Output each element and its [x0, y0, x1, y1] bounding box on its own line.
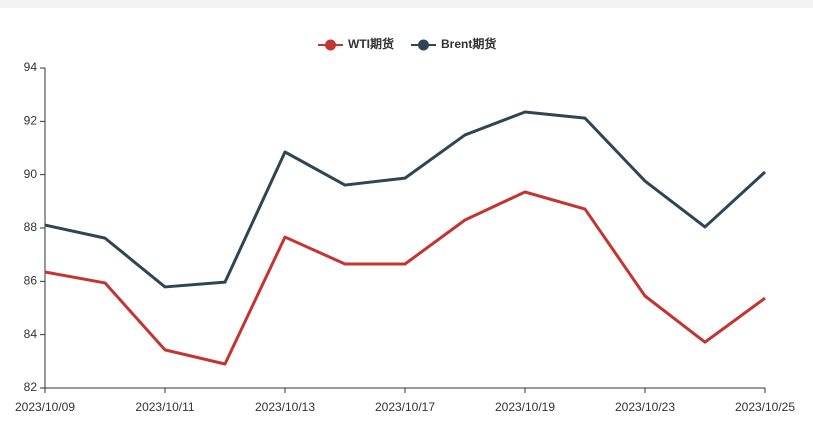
x-tick-label: 2023/10/13 [255, 400, 315, 414]
series-line [44, 110, 767, 289]
y-tick-label: 84 [24, 327, 38, 341]
y-tick-label: 90 [24, 167, 38, 181]
x-tick-label: 2023/10/19 [495, 400, 555, 414]
top-strip [0, 0, 813, 8]
y-tick-label: 86 [24, 274, 38, 288]
y-tick-label: 88 [24, 220, 38, 234]
x-tick-label: 2023/10/17 [375, 400, 435, 414]
x-tick-label: 2023/10/11 [135, 400, 194, 414]
y-tick-label: 94 [24, 60, 38, 74]
y-tick-label: 82 [24, 380, 38, 394]
legend-marker [418, 39, 429, 51]
x-tick-label: 2023/10/25 [735, 400, 795, 414]
x-tick-label: 2023/10/09 [15, 400, 75, 414]
series-line [44, 190, 766, 366]
legend-label: Brent期货 [441, 36, 496, 51]
y-tick-label: 92 [24, 114, 38, 128]
x-tick-label: 2023/10/23 [615, 400, 675, 414]
legend-marker [325, 39, 336, 51]
legend-label: WTI期货 [348, 36, 394, 51]
